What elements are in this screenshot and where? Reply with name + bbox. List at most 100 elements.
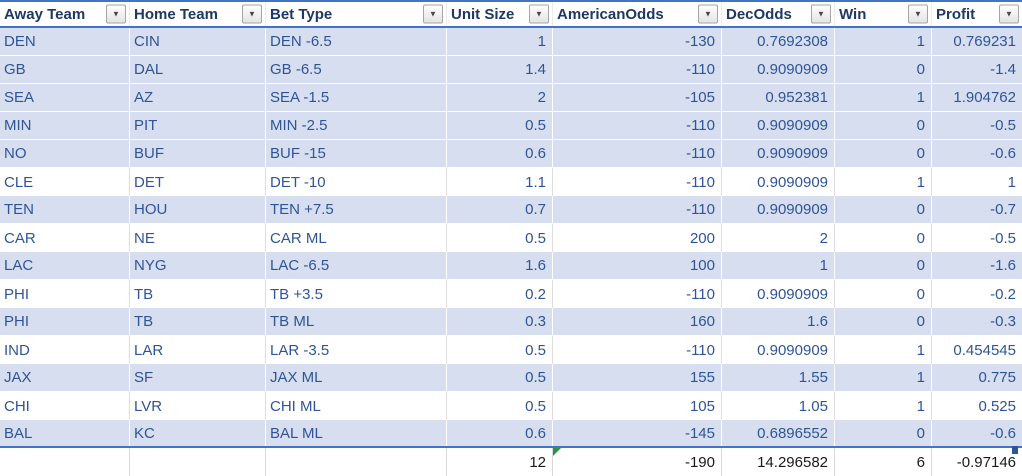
cell-dec-odds[interactable]: 1 xyxy=(722,252,835,279)
cell-american-odds[interactable]: -110 xyxy=(553,196,722,223)
cell-bet-type[interactable]: TEN +7.5 xyxy=(266,196,447,223)
cell-american-odds[interactable]: 105 xyxy=(553,392,722,420)
cell-profit[interactable]: 0.775 xyxy=(978,369,1016,386)
cell-dec-odds[interactable]: 0.9090909 xyxy=(722,112,835,139)
cell-home-team[interactable]: PIT xyxy=(130,112,266,139)
cell-bet-type[interactable]: SEA -1.5 xyxy=(266,84,447,111)
cell-away-team[interactable] xyxy=(0,448,130,476)
cell-bet-type[interactable]: TB +3.5 xyxy=(266,280,447,308)
cell-american-odds[interactable]: -105 xyxy=(553,84,722,111)
cell-away-team[interactable]: IND xyxy=(0,336,130,364)
cell-home-team[interactable]: LAR xyxy=(130,336,266,364)
cell-profit[interactable]: 1 xyxy=(1007,173,1016,191)
cell-dec-odds-total[interactable]: 14.296582 xyxy=(722,448,835,476)
cell-unit-size[interactable]: 1.1 xyxy=(447,168,553,196)
cell-profit[interactable]: 0.769231 xyxy=(953,33,1016,50)
cell-win-total[interactable]: 6 xyxy=(835,448,932,476)
cell-away-team[interactable]: NO xyxy=(0,140,130,167)
filter-button-profit[interactable]: ▼ xyxy=(999,4,1019,24)
table-resize-handle[interactable] xyxy=(1012,446,1018,454)
cell-dec-odds[interactable]: 0.9090909 xyxy=(722,196,835,223)
cell-away-team[interactable]: SEA xyxy=(0,84,130,111)
cell-away-team[interactable]: TEN xyxy=(0,196,130,223)
cell-dec-odds[interactable]: 0.9090909 xyxy=(722,280,835,308)
cell-american-odds[interactable]: -110 xyxy=(553,112,722,139)
cell-dec-odds[interactable]: 0.952381 xyxy=(722,84,835,111)
cell-profit[interactable]: -1.4 xyxy=(990,61,1016,78)
cell-home-team[interactable]: LVR xyxy=(130,392,266,420)
cell-dec-odds[interactable]: 1.55 xyxy=(722,364,835,391)
cell-dec-odds[interactable]: 1.05 xyxy=(722,392,835,420)
cell-profit[interactable]: -0.2 xyxy=(990,285,1016,303)
cell-unit-size[interactable]: 0.5 xyxy=(447,224,553,252)
cell-american-odds[interactable]: -110 xyxy=(553,56,722,83)
cell-american-odds[interactable]: -110 xyxy=(553,280,722,308)
cell-unit-size[interactable]: 0.5 xyxy=(447,112,553,139)
cell-profit[interactable]: -0.3 xyxy=(990,313,1016,330)
cell-dec-odds[interactable]: 0.7692308 xyxy=(722,28,835,55)
cell-unit-size[interactable]: 1.4 xyxy=(447,56,553,83)
cell-win[interactable]: 0 xyxy=(835,280,932,308)
cell-bet-type[interactable]: LAR -3.5 xyxy=(266,336,447,364)
cell-win[interactable]: 1 xyxy=(835,84,932,111)
cell-bet-type[interactable]: CHI ML xyxy=(266,392,447,420)
cell-profit[interactable]: -0.7 xyxy=(990,201,1016,218)
cell-away-team[interactable]: JAX xyxy=(0,364,130,391)
cell-unit-size[interactable]: 0.5 xyxy=(447,336,553,364)
cell-win[interactable]: 1 xyxy=(835,364,932,391)
cell-win[interactable]: 0 xyxy=(835,140,932,167)
cell-profit[interactable]: -0.5 xyxy=(990,229,1016,247)
cell-profit[interactable]: -0.5 xyxy=(990,117,1016,134)
cell-american-odds[interactable]: -145 xyxy=(553,420,722,446)
filter-button-bet-type[interactable]: ▼ xyxy=(423,4,443,24)
cell-dec-odds[interactable]: 0.9090909 xyxy=(722,336,835,364)
cell-home-team[interactable]: NYG xyxy=(130,252,266,279)
cell-bet-type[interactable]: DET -10 xyxy=(266,168,447,196)
cell-american-odds[interactable]: 100 xyxy=(553,252,722,279)
filter-button-home-team[interactable]: ▼ xyxy=(242,4,262,24)
cell-profit[interactable]: 0.525 xyxy=(978,397,1016,415)
cell-home-team[interactable] xyxy=(130,448,266,476)
cell-unit-size[interactable]: 0.5 xyxy=(447,364,553,391)
cell-home-team[interactable]: HOU xyxy=(130,196,266,223)
cell-american-odds[interactable]: -110 xyxy=(553,168,722,196)
cell-profit[interactable]: 1.904762 xyxy=(953,89,1016,106)
cell-away-team[interactable]: DEN xyxy=(0,28,130,55)
cell-dec-odds[interactable]: 0.9090909 xyxy=(722,140,835,167)
cell-away-team[interactable]: GB xyxy=(0,56,130,83)
cell-home-team[interactable]: TB xyxy=(130,280,266,308)
cell-dec-odds[interactable]: 1.6 xyxy=(722,308,835,335)
cell-win[interactable]: 0 xyxy=(835,112,932,139)
cell-bet-type[interactable]: BAL ML xyxy=(266,420,447,446)
cell-bet-type[interactable]: BUF -15 xyxy=(266,140,447,167)
cell-home-team[interactable]: TB xyxy=(130,308,266,335)
cell-bet-type[interactable]: GB -6.5 xyxy=(266,56,447,83)
cell-win[interactable]: 1 xyxy=(835,336,932,364)
cell-away-team[interactable]: CAR xyxy=(0,224,130,252)
cell-home-team[interactable]: DET xyxy=(130,168,266,196)
cell-away-team[interactable]: CHI xyxy=(0,392,130,420)
cell-win[interactable]: 0 xyxy=(835,56,932,83)
cell-win[interactable]: 1 xyxy=(835,168,932,196)
cell-home-team[interactable]: SF xyxy=(130,364,266,391)
cell-unit-size[interactable]: 0.7 xyxy=(447,196,553,223)
filter-button-unit-size[interactable]: ▼ xyxy=(529,4,549,24)
cell-profit[interactable]: -0.6 xyxy=(990,145,1016,162)
cell-unit-size[interactable]: 0.2 xyxy=(447,280,553,308)
cell-win[interactable]: 0 xyxy=(835,308,932,335)
filter-button-dec-odds[interactable]: ▼ xyxy=(811,4,831,24)
filter-button-american-odds[interactable]: ▼ xyxy=(698,4,718,24)
cell-unit-size[interactable]: 0.6 xyxy=(447,420,553,446)
cell-american-odds[interactable]: -130 xyxy=(553,28,722,55)
cell-american-odds[interactable]: -110 xyxy=(553,140,722,167)
cell-dec-odds[interactable]: 2 xyxy=(722,224,835,252)
cell-unit-size[interactable]: 0.3 xyxy=(447,308,553,335)
cell-american-odds[interactable]: -110 xyxy=(553,336,722,364)
cell-dec-odds[interactable]: 0.6896552 xyxy=(722,420,835,446)
cell-american-odds-total[interactable]: -190 xyxy=(553,448,722,476)
cell-win[interactable]: 0 xyxy=(835,224,932,252)
cell-unit-size[interactable]: 2 xyxy=(447,84,553,111)
cell-away-team[interactable]: MIN xyxy=(0,112,130,139)
cell-profit[interactable]: -1.6 xyxy=(990,257,1016,274)
cell-bet-type[interactable]: LAC -6.5 xyxy=(266,252,447,279)
